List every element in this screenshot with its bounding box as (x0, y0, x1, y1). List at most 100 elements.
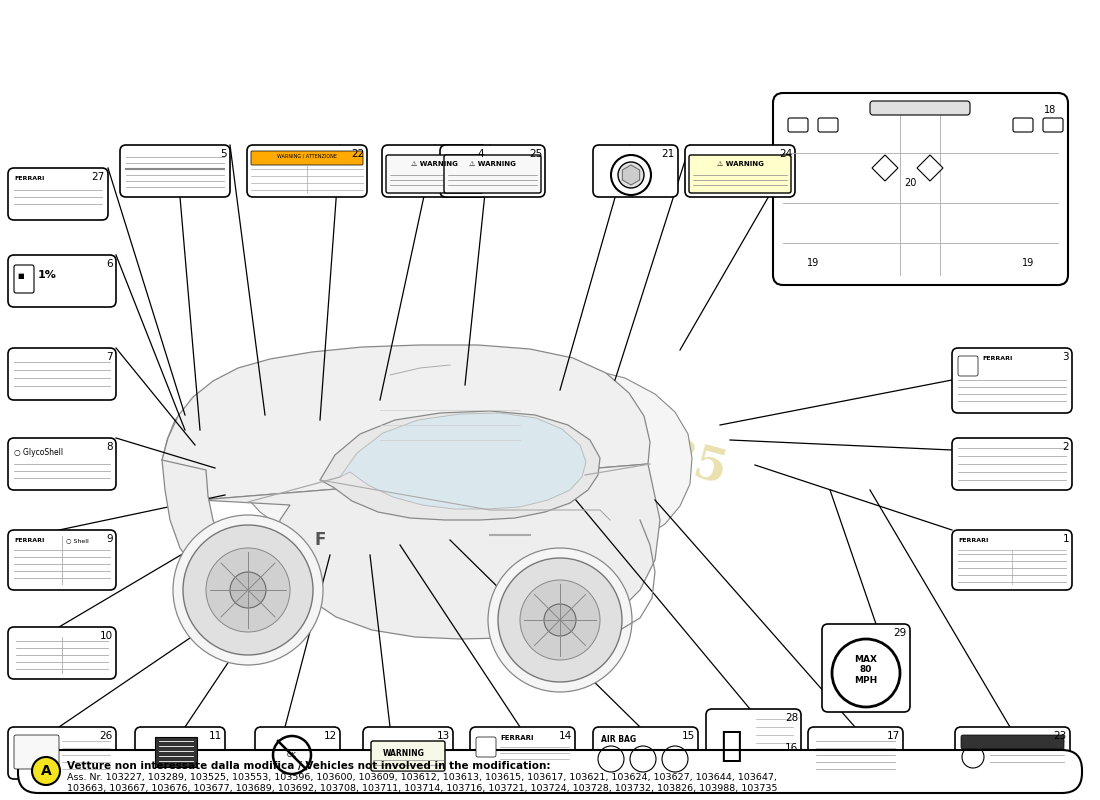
Text: FERRARI: FERRARI (982, 356, 1012, 361)
FancyBboxPatch shape (818, 118, 838, 132)
Text: 22: 22 (351, 149, 364, 159)
FancyBboxPatch shape (952, 438, 1072, 490)
Text: 21: 21 (662, 149, 675, 159)
Text: FERRARI: FERRARI (14, 176, 44, 181)
FancyBboxPatch shape (444, 155, 541, 193)
Text: FERRARI: FERRARI (14, 538, 44, 543)
FancyBboxPatch shape (251, 151, 363, 165)
Circle shape (498, 558, 622, 682)
FancyBboxPatch shape (8, 255, 115, 307)
Text: 9: 9 (107, 534, 113, 544)
FancyBboxPatch shape (1013, 118, 1033, 132)
Text: 4: 4 (477, 149, 484, 159)
FancyBboxPatch shape (8, 530, 115, 590)
Text: 25: 25 (529, 149, 542, 159)
FancyBboxPatch shape (8, 627, 115, 679)
Text: ⚠ WARNING: ⚠ WARNING (716, 161, 763, 167)
FancyBboxPatch shape (8, 168, 108, 220)
FancyBboxPatch shape (593, 727, 698, 779)
Text: ⚠ WARNING: ⚠ WARNING (469, 161, 516, 167)
FancyBboxPatch shape (470, 727, 575, 779)
FancyBboxPatch shape (808, 727, 903, 779)
FancyBboxPatch shape (8, 727, 115, 779)
Circle shape (544, 604, 576, 636)
Text: 2: 2 (1063, 442, 1069, 452)
FancyBboxPatch shape (386, 155, 483, 193)
FancyBboxPatch shape (958, 356, 978, 376)
FancyBboxPatch shape (1043, 118, 1063, 132)
Text: 24: 24 (779, 149, 792, 159)
Polygon shape (917, 155, 943, 181)
Text: 19: 19 (1022, 258, 1034, 268)
FancyBboxPatch shape (120, 145, 230, 197)
Polygon shape (872, 155, 898, 181)
Polygon shape (162, 345, 650, 500)
Text: F: F (315, 531, 326, 549)
FancyBboxPatch shape (952, 530, 1072, 590)
FancyBboxPatch shape (382, 145, 487, 197)
Text: A: A (41, 764, 52, 778)
FancyBboxPatch shape (8, 348, 115, 400)
Text: 103663, 103667, 103676, 103677, 103689, 103692, 103708, 103711, 103714, 103716, : 103663, 103667, 103676, 103677, 103689, … (67, 784, 778, 793)
Text: 23: 23 (1054, 731, 1067, 741)
Text: ○ Shell: ○ Shell (66, 538, 89, 543)
Polygon shape (623, 165, 640, 185)
Circle shape (173, 515, 323, 665)
Bar (155, 737, 197, 767)
FancyBboxPatch shape (685, 145, 795, 197)
Text: Ass. Nr. 103227, 103289, 103525, 103553, 103596, 103600, 103609, 103612, 103613,: Ass. Nr. 103227, 103289, 103525, 103553,… (67, 773, 777, 782)
Text: AIR BAG: AIR BAG (601, 735, 636, 744)
Polygon shape (320, 411, 600, 520)
FancyBboxPatch shape (371, 741, 446, 771)
Text: WARNING: WARNING (383, 749, 425, 758)
FancyBboxPatch shape (18, 750, 1082, 793)
Text: 1: 1 (1063, 534, 1069, 544)
Text: 15: 15 (682, 731, 695, 741)
FancyBboxPatch shape (952, 348, 1072, 413)
FancyBboxPatch shape (135, 727, 226, 779)
FancyBboxPatch shape (255, 727, 340, 779)
Text: Vetture non interessate dalla modifica / Vehicles not involved in the modificati: Vetture non interessate dalla modifica /… (67, 761, 550, 771)
Circle shape (488, 548, 632, 692)
Circle shape (32, 757, 60, 785)
Text: 27: 27 (91, 172, 104, 182)
Text: 3: 3 (1063, 352, 1069, 362)
Text: ■: ■ (16, 273, 23, 279)
Polygon shape (340, 413, 586, 509)
Text: 19: 19 (807, 258, 820, 268)
Circle shape (230, 572, 266, 608)
FancyBboxPatch shape (440, 145, 544, 197)
Text: 29: 29 (893, 628, 907, 638)
Text: 5: 5 (220, 149, 227, 159)
Circle shape (832, 639, 900, 707)
FancyBboxPatch shape (961, 735, 1064, 749)
Text: 11: 11 (209, 731, 222, 741)
Text: 16: 16 (784, 743, 798, 753)
Text: 1%: 1% (39, 270, 57, 280)
Text: 14: 14 (559, 731, 572, 741)
FancyBboxPatch shape (706, 709, 801, 779)
Text: FERRARI: FERRARI (500, 735, 534, 741)
FancyBboxPatch shape (773, 93, 1068, 285)
Polygon shape (162, 360, 692, 561)
Text: 10: 10 (100, 631, 113, 641)
Text: MAX
80
MPH: MAX 80 MPH (855, 655, 878, 685)
FancyBboxPatch shape (788, 118, 808, 132)
FancyBboxPatch shape (955, 727, 1070, 779)
Text: ⛽: ⛽ (720, 729, 741, 763)
FancyBboxPatch shape (363, 727, 453, 779)
Circle shape (520, 580, 600, 660)
Text: depuis 1985: depuis 1985 (408, 366, 732, 494)
Circle shape (618, 162, 644, 188)
Text: 26: 26 (100, 731, 113, 741)
Text: 20: 20 (904, 178, 916, 188)
Polygon shape (162, 460, 280, 592)
Text: WARNING / ATTENZIONE: WARNING / ATTENZIONE (277, 154, 337, 158)
Text: ⚠ WARNING: ⚠ WARNING (410, 161, 458, 167)
Polygon shape (200, 464, 660, 639)
Text: 28: 28 (784, 713, 798, 723)
FancyBboxPatch shape (14, 735, 59, 769)
Circle shape (610, 155, 651, 195)
FancyBboxPatch shape (14, 265, 34, 293)
FancyBboxPatch shape (870, 101, 970, 115)
